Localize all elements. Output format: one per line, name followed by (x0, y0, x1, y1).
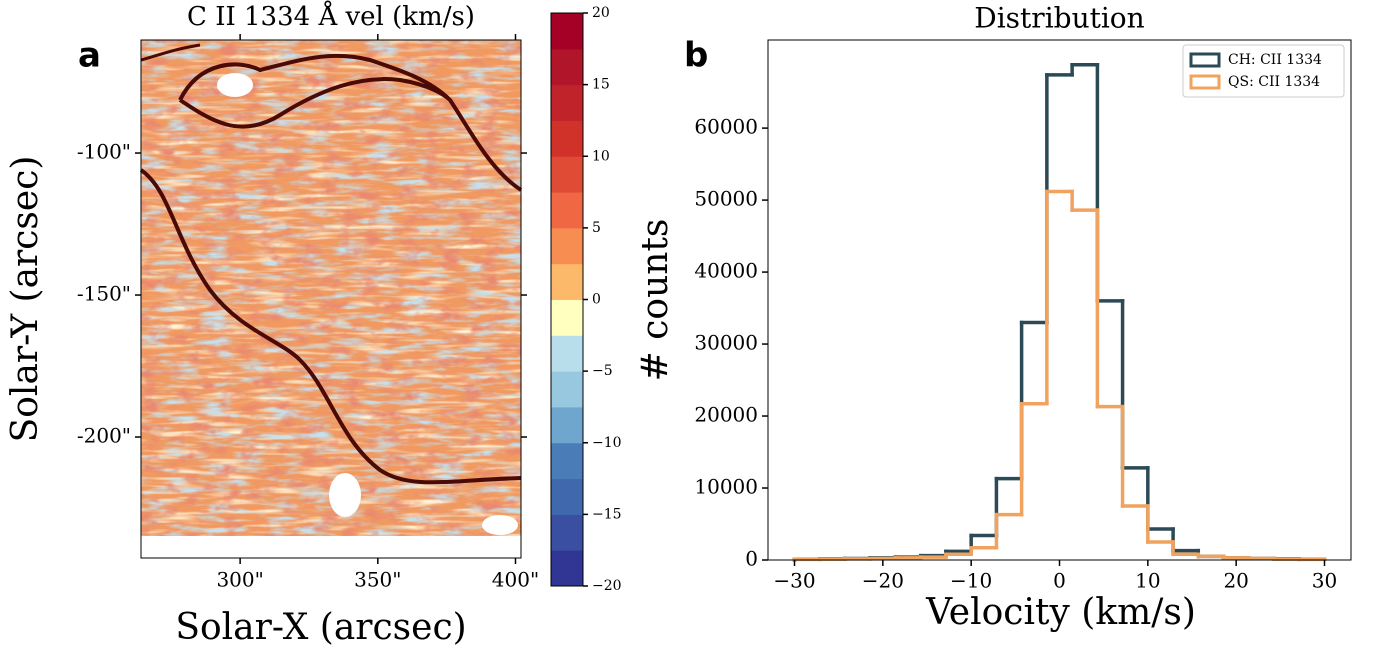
x-tick-label: 10 (1135, 569, 1160, 593)
x-tick-label: −10 (950, 569, 992, 593)
map-blank (329, 473, 361, 517)
colorbar-band (551, 192, 583, 229)
colorbar-band (551, 299, 583, 336)
chart-title: C II 1334 Å vel (km/s) (187, 0, 475, 32)
colorbar-band (551, 156, 583, 193)
legend-frame (1182, 44, 1345, 98)
map-contour (140, 43, 201, 62)
y-tick-label: 40000 (694, 259, 758, 283)
plot-frame (767, 39, 1352, 561)
colorbar-band (551, 514, 583, 551)
colorbar-tick-label: 10 (592, 148, 610, 164)
colorbar-band (551, 263, 583, 300)
map-texture (141, 40, 521, 536)
panel-label: a (78, 36, 101, 76)
colorbar-tick-label: 20 (592, 5, 610, 21)
x-tick-label: −20 (862, 569, 904, 593)
colorbar-band (551, 120, 583, 157)
colorbar-band (551, 84, 583, 121)
y-tick-label: 10000 (694, 475, 758, 499)
map-contour (178, 53, 523, 192)
legend-label: QS: CII 1334 (1228, 74, 1320, 90)
colorbar-band (551, 13, 583, 50)
colorbar-tick-label: −10 (592, 435, 622, 451)
colorbar-band (551, 478, 583, 515)
legend-swatch (1189, 74, 1221, 90)
colorbar-band (551, 227, 583, 265)
panel-label: b (684, 36, 708, 76)
x-tick-label: 20 (1223, 569, 1248, 593)
x-tick-label: −30 (773, 569, 815, 593)
y-tick-label: -150" (77, 282, 131, 306)
y-tick-label: 30000 (694, 331, 758, 355)
map-blank (217, 73, 253, 97)
colorbar-tick-label: −5 (592, 363, 613, 379)
colorbar-band (551, 335, 583, 372)
y-tick-label: 60000 (694, 115, 758, 139)
y-tick-label: -100" (77, 140, 131, 164)
colorbar-band (551, 442, 583, 480)
x-tick-label: 400" (492, 568, 539, 592)
x-axis-title: Solar-X (arcsec) (175, 607, 466, 648)
chart-title: Distribution (974, 2, 1144, 35)
colorbar-band (551, 371, 583, 408)
y-tick-label: 20000 (694, 403, 758, 427)
colorbar-band (551, 406, 583, 444)
y-tick-label: 0 (745, 547, 758, 571)
y-tick-label: 50000 (694, 187, 758, 211)
x-tick-label: 0 (1053, 569, 1066, 593)
legend-label: CH: CII 1334 (1228, 52, 1322, 68)
y-axis-title: Solar-Y (arcsec) (5, 156, 46, 443)
legend-swatch (1189, 52, 1221, 68)
colorbar-tick-label: −20 (592, 578, 622, 594)
map-contour (139, 168, 522, 485)
x-tick-label: 300" (216, 568, 263, 592)
colorbar-band (551, 550, 583, 587)
colorbar-tick-label: 0 (592, 292, 601, 308)
x-tick-label: 350" (354, 568, 401, 592)
y-tick-label: -200" (77, 424, 131, 448)
plot-frame (140, 39, 522, 559)
colorbar-band (551, 48, 583, 86)
colorbar-tick-label: −15 (592, 506, 622, 522)
colorbar-tick-label: 5 (592, 220, 601, 236)
y-axis-title: # counts (635, 219, 676, 382)
map-image (139, 40, 523, 536)
x-axis-title: Velocity (km/s) (925, 592, 1196, 633)
x-tick-label: 30 (1312, 569, 1337, 593)
map-blank (482, 515, 518, 535)
colorbar-tick-label: 15 (592, 77, 610, 93)
